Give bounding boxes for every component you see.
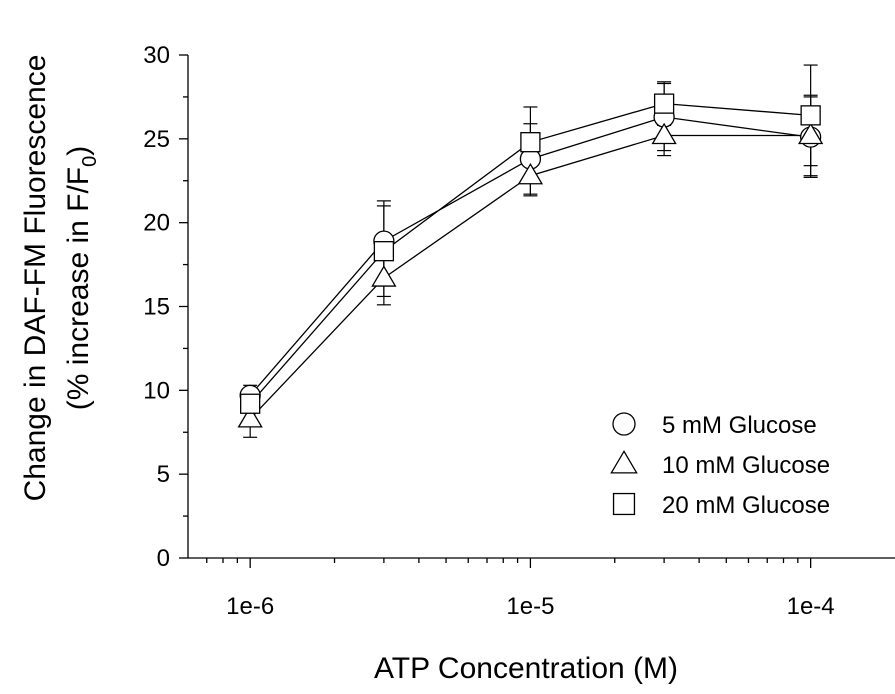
data-point-square xyxy=(800,105,821,126)
legend-label: 10 mM Glucose xyxy=(662,452,830,479)
legend-item: 5 mM Glucose xyxy=(612,412,817,439)
y-tick-label: 30 xyxy=(143,42,170,69)
y-tick-label: 25 xyxy=(143,126,170,153)
data-point-square xyxy=(373,241,395,262)
legend-item: 20 mM Glucose xyxy=(612,492,830,519)
y-axis-title-line2: (% increase in F/F0) xyxy=(62,146,101,411)
data-point-triangle xyxy=(517,162,544,185)
axes xyxy=(187,55,895,559)
y-axis-title-line1: Change in DAF-FM Fluorescence xyxy=(19,55,52,502)
y-axis-title-prefix: (% increase in F/F xyxy=(62,167,95,410)
legend-label: 20 mM Glucose xyxy=(662,492,830,519)
markers-square xyxy=(240,93,821,414)
series-square xyxy=(243,64,818,413)
legend-marker-triangle xyxy=(610,450,638,474)
x-tick-label: 1e-6 xyxy=(226,593,274,620)
series-layer xyxy=(237,64,824,438)
y-tick-label: 15 xyxy=(143,294,170,321)
x-axis-title: ATP Concentration (M) xyxy=(374,652,678,685)
legend-label: 5 mM Glucose xyxy=(662,412,817,439)
y-tick-label: 0 xyxy=(157,545,170,572)
x-tick-label: 1e-5 xyxy=(506,593,554,620)
x-tick-label: 1e-4 xyxy=(787,593,835,620)
data-point-square xyxy=(520,132,541,153)
data-point-triangle xyxy=(798,122,824,145)
data-point-triangle xyxy=(237,406,263,428)
markers-triangle xyxy=(237,122,824,428)
data-point-triangle xyxy=(651,122,677,145)
y-tick-label: 20 xyxy=(143,210,170,237)
ticks: 0 5 10 15 20 25 30 1e-6 1e-5 1e-4 xyxy=(143,42,834,620)
data-point-square xyxy=(240,393,261,414)
legend: 5 mM Glucose 10 mM Glucose 20 mM Glucose xyxy=(610,412,830,519)
legend-marker-circle xyxy=(612,412,636,436)
y-tick-label: 10 xyxy=(143,377,170,404)
y-axis-title-suffix: ) xyxy=(62,146,95,156)
y-tick-label: 5 xyxy=(157,461,170,488)
data-point-triangle xyxy=(371,265,397,287)
legend-item: 10 mM Glucose xyxy=(610,450,830,479)
data-point-square xyxy=(653,93,675,114)
y-axis-title-subscript: 0 xyxy=(79,156,101,167)
legend-marker-square xyxy=(612,492,636,516)
